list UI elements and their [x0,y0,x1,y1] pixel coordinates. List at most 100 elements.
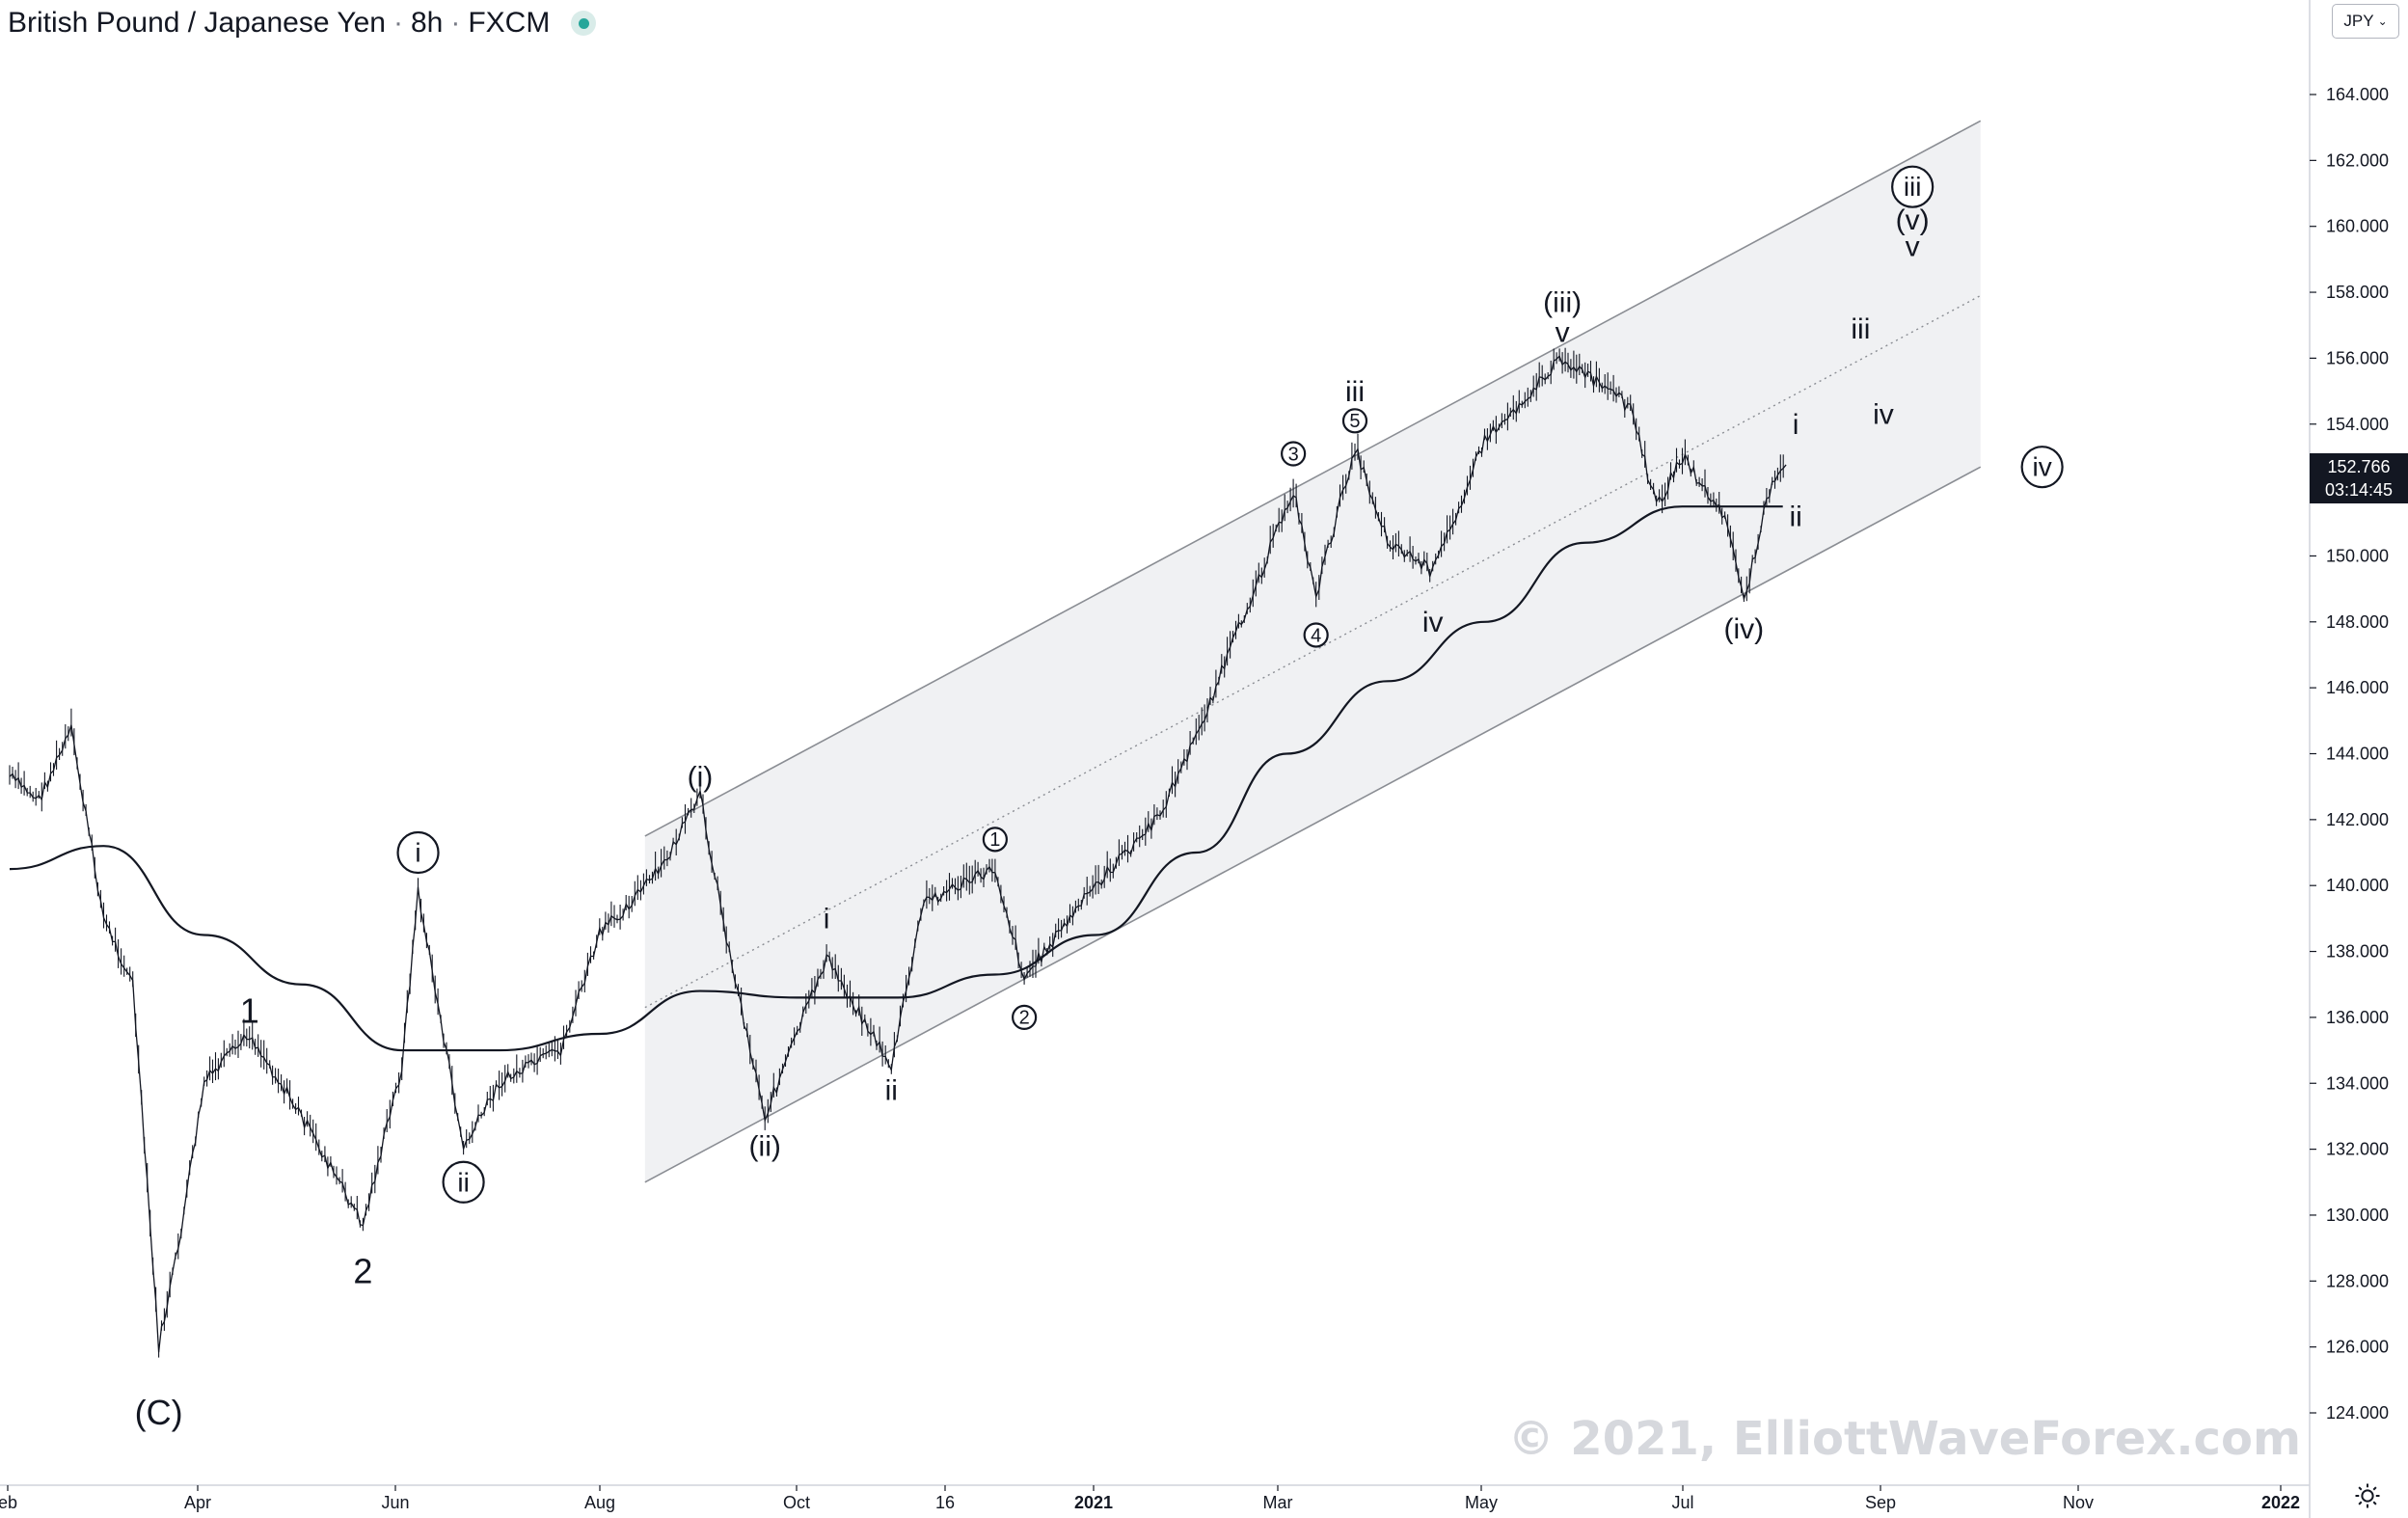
wave-label-text: v [1556,316,1570,348]
y-tick-label: 144.000 [2326,745,2389,764]
x-tick-label: Aug [584,1493,615,1512]
y-tick-label: 140.000 [2326,876,2389,895]
wave-label-text: (iv) [1724,613,1765,645]
wave-label[interactable]: iii [1345,376,1365,408]
wave-label-circle [982,827,1008,853]
y-tick-label: 150.000 [2326,546,2389,565]
wave-label-text: 1 [989,829,1000,851]
wave-label-text: 2 [353,1251,372,1290]
wave-label[interactable]: i [396,830,440,875]
wave-label-text: ii [1789,501,1801,533]
wave-label[interactable]: v [1906,230,1920,262]
wave-label[interactable]: (i) [688,762,714,794]
wave-label-text: (C) [135,1393,183,1432]
wave-label-circle [1303,622,1329,648]
y-tick-label: 148.000 [2326,612,2389,632]
wave-label[interactable]: iv [2020,446,2064,489]
y-tick-label: 138.000 [2326,942,2389,962]
channel-lower-line[interactable] [644,466,1982,1183]
y-tick-label: 126.000 [2326,1338,2389,1357]
x-tick-label: eb [0,1493,17,1512]
y-tick-label: 156.000 [2326,348,2389,367]
wave-label[interactable]: 2 [1012,1004,1038,1031]
symbol-name[interactable]: British Pound / Japanese Yen [8,7,386,39]
wave-label[interactable]: ii [1789,501,1801,533]
y-tick-label: 128.000 [2326,1271,2389,1290]
x-tick-label: Apr [184,1493,211,1512]
wave-label-circle [1891,165,1935,208]
wave-label-text: ii [885,1074,898,1106]
y-tick-label: 158.000 [2326,283,2389,302]
currency-label: JPY [2343,12,2374,30]
wave-label[interactable]: (iv) [1724,613,1765,645]
watermark: © 2021, ElliottWaveForex.com [1508,1412,2301,1466]
wave-label[interactable]: 2 [353,1251,372,1290]
wave-label[interactable]: 1 [240,990,259,1030]
wave-label-text: (v) [1896,204,1930,236]
wave-label[interactable]: 5 [1341,408,1368,434]
y-tick-label: 154.000 [2326,415,2389,434]
wave-label[interactable]: (ii) [749,1130,781,1162]
price-series[interactable] [9,347,1787,1358]
currency-button[interactable]: JPY ⌄ [2332,4,2399,39]
wave-label[interactable]: iii [1851,313,1870,345]
wave-label-circle [442,1160,485,1204]
market-status-icon[interactable] [571,11,597,36]
wave-label[interactable]: ii [442,1160,485,1204]
wave-label[interactable]: (C) [135,1393,183,1432]
x-tick-label: Nov [2063,1493,2094,1512]
y-tick-label: 134.000 [2326,1073,2389,1093]
wave-label[interactable]: 3 [1281,441,1307,467]
wave-label-text: 1 [240,990,259,1030]
wave-label-text: iii [1851,313,1870,345]
wave-label-text: (iii) [1543,287,1582,319]
wave-label-text: i [415,838,420,868]
wave-label-text: iv [1422,607,1444,638]
wave-label[interactable]: i [824,904,830,935]
wave-label-text: i [1793,409,1799,441]
channel-upper-line[interactable] [644,120,1982,837]
wave-label-circle [2020,446,2064,489]
x-tick-label: 2022 [2261,1493,2300,1512]
x-tick-label: Jun [381,1493,409,1512]
interval-label[interactable]: 8h [410,7,444,39]
x-tick-label: Oct [783,1493,810,1512]
wave-label[interactable]: (v) [1896,204,1930,236]
wave-label[interactable]: 1 [982,827,1008,853]
y-tick-label: 130.000 [2326,1206,2389,1225]
wave-label[interactable]: i [1793,409,1799,441]
wave-label[interactable]: 4 [1303,622,1329,648]
wave-label[interactable]: iii [1891,165,1935,208]
wave-label-circle [1281,441,1307,467]
y-tick-label: 142.000 [2326,810,2389,829]
wave-label[interactable]: (iii) [1543,287,1582,319]
wave-label-circle [396,830,440,875]
y-tick-label: 146.000 [2326,678,2389,697]
wave-label-text: iii [1345,376,1365,408]
x-tick-label: Mar [1263,1493,1293,1512]
wave-label-text: 2 [1019,1008,1030,1029]
x-tick-label: Sep [1865,1493,1896,1512]
wave-label-text: iv [2032,452,2051,482]
y-tick-label: 160.000 [2326,217,2389,236]
wave-label-text: 3 [1288,444,1299,465]
moving-average-line[interactable] [9,505,1783,1052]
price-line [9,354,1787,1353]
header-separator: · [450,7,461,39]
x-tick-label: 16 [935,1493,955,1512]
wave-label-text: v [1906,230,1920,262]
x-tick-label: 2021 [1074,1493,1113,1512]
last-price-tag: 152.766 03:14:45 [2310,453,2408,503]
wave-label[interactable]: ii [885,1074,898,1106]
chart-header: British Pound / Japanese Yen · 8h · FXCM [8,4,597,42]
x-tick-label: May [1465,1493,1498,1512]
wave-label[interactable]: iv [1873,399,1894,431]
wave-label-text: ii [457,1167,469,1197]
exchange-label: FXCM [468,7,551,39]
wave-label[interactable]: v [1556,316,1570,348]
wave-label[interactable]: iv [1422,607,1444,638]
y-tick-label: 132.000 [2326,1140,2389,1159]
wave-label-text: (ii) [749,1130,781,1162]
gear-icon[interactable] [2353,1481,2382,1510]
